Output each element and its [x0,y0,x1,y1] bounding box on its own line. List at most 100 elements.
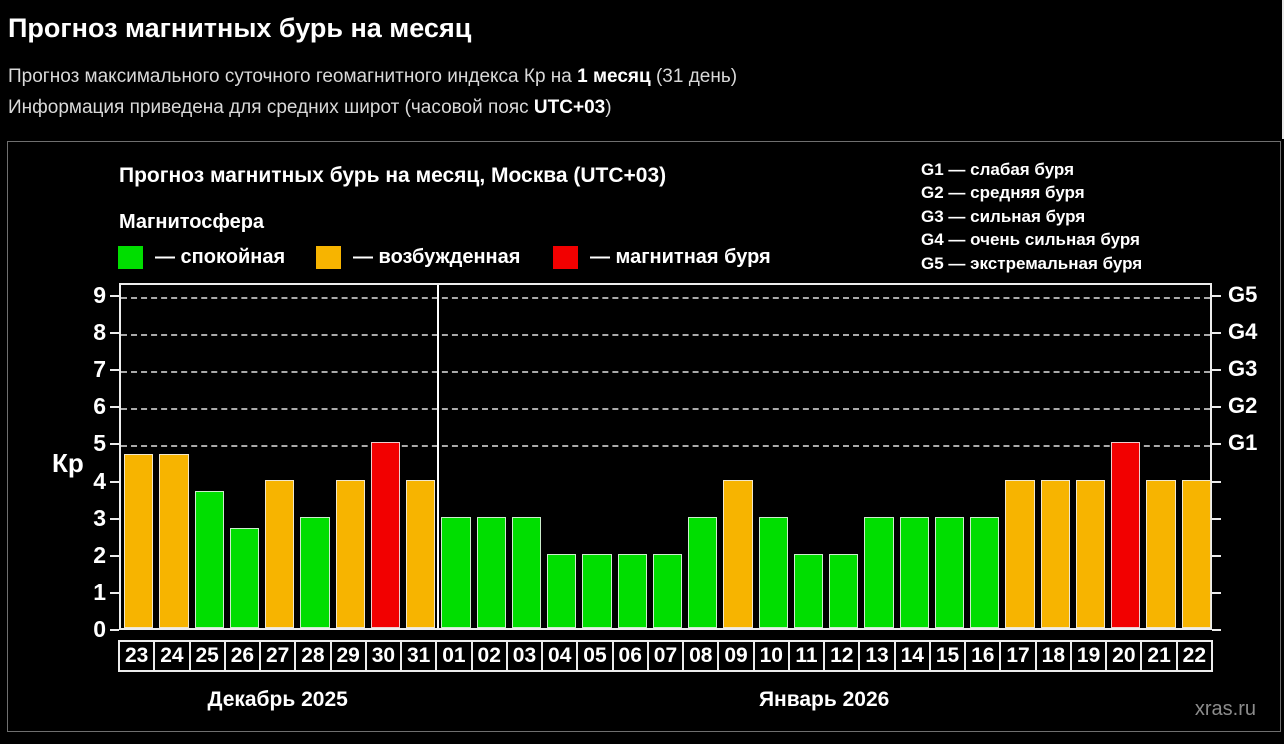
quiet-color-swatch [118,246,143,269]
day-label: 22 [1175,640,1213,672]
right-axis-tick [1212,517,1221,520]
legend-title: Магнитосфера [119,211,265,233]
day-label: 15 [928,640,967,672]
g-scale-line: G1 — слабая буря [921,160,1075,179]
day-label: 04 [541,640,579,672]
kp-bar [864,516,894,628]
kp-bar [723,479,753,628]
kp-bar [159,453,189,628]
month-label: Январь 2026 [758,688,890,711]
month-label: Декабрь 2025 [207,688,348,711]
legend-item: — спокойная [118,246,285,269]
g-scale-line: G4 — очень сильная буря [921,230,1140,250]
day-label: 21 [1140,640,1178,672]
day-label: 10 [752,640,790,672]
g-scale-legend: G1 — слабая буря G2 — средняя буря G3 — си… [921,158,1142,275]
right-axis-tick [1212,591,1221,594]
right-axis-tick [1212,294,1221,297]
scrollbar[interactable] [1282,0,1284,139]
day-label: 18 [1034,640,1072,672]
right-axis-tick [1212,480,1221,483]
chart-title: Прогноз магнитных бурь на месяц, Москва … [119,164,667,187]
day-label: 12 [823,640,861,672]
gridline [121,445,1210,448]
page-subtitle: Прогноз максимального суточного геомагни… [8,66,737,88]
kp-bar [1005,479,1035,628]
gridline [121,334,1210,337]
y-axis-tick [110,294,119,297]
subtitle-text: Прогноз максимального суточного геомагни… [8,66,578,87]
right-axis-tick [1212,406,1221,409]
kp-bar [617,553,647,628]
g-tick-label: G5 [1228,281,1258,307]
day-label: 25 [188,640,226,672]
kp-bar [688,516,718,628]
day-label: 30 [364,640,403,672]
info-bold: UTC+03 [533,97,606,118]
y-tick-label: 2 [93,541,106,568]
y-axis-tick [110,369,119,372]
y-axis-tick [110,332,119,335]
day-label: 07 [646,640,685,672]
day-label: 16 [964,640,1002,672]
y-tick-label: 5 [93,430,106,457]
kp-bar [758,516,788,628]
chart-panel: Прогноз магнитных бурь на месяц, Москва … [7,141,1281,732]
day-label: 01 [435,640,473,672]
plot-area [119,283,1212,630]
y-tick-label: 6 [93,393,106,420]
legend-item-label: — спокойная [155,246,286,268]
day-label: 24 [153,640,191,672]
kp-bar [970,516,1000,628]
day-label: 20 [1105,640,1143,672]
kp-bar [406,479,436,628]
gridline [121,371,1210,374]
excited-color-swatch [316,246,341,269]
y-axis-tick [110,629,119,631]
kp-bar [1040,479,1070,628]
g-scale-line: G5 — экстремальная буря [921,253,1143,273]
g-tick-label: G3 [1228,356,1258,382]
legend-item: — магнитная буря [553,246,771,269]
y-tick-label: 4 [93,467,106,494]
right-axis-tick [1212,554,1221,557]
y-tick-label: 1 [93,578,106,605]
day-label: 02 [470,640,508,672]
kp-bar [441,516,471,628]
day-label: 06 [611,640,649,672]
y-tick-label: 3 [93,504,106,531]
right-axis-tick [1212,369,1221,372]
y-axis-label: Кр [52,448,84,478]
day-label: 29 [329,640,367,672]
y-tick-label: 8 [93,319,106,346]
kp-bar [1111,442,1141,628]
info-suffix: ) [605,97,612,118]
day-label: 31 [400,640,438,672]
kp-bar [265,479,295,628]
subtitle-bold: 1 месяц [577,66,651,87]
y-axis-tick [110,406,119,409]
day-label: 14 [893,640,931,672]
day-label: 09 [717,640,755,672]
kp-bar [829,553,859,628]
month-separator [437,285,440,628]
kp-bar [124,453,154,628]
g-scale-line: G2 — средняя буря [921,183,1085,203]
y-axis-tick [110,517,119,520]
day-label: 23 [118,640,156,672]
page-info: Информация приведена для средних широт (… [8,97,612,119]
kp-bar [1146,479,1176,628]
kp-bar [582,553,612,628]
day-label: 13 [858,640,896,672]
gridline [121,296,1210,299]
kp-bar [511,516,542,628]
day-label: 11 [787,640,826,672]
y-tick-label: 7 [93,356,106,383]
kp-bar [370,442,401,628]
subtitle-suffix: (31 день) [650,66,738,87]
y-tick-label: 9 [93,281,106,308]
kp-bar [934,516,965,628]
legend-item-label: — магнитная буря [590,246,771,268]
storm-color-swatch [553,246,578,269]
watermark: xras.ru [1194,698,1256,720]
